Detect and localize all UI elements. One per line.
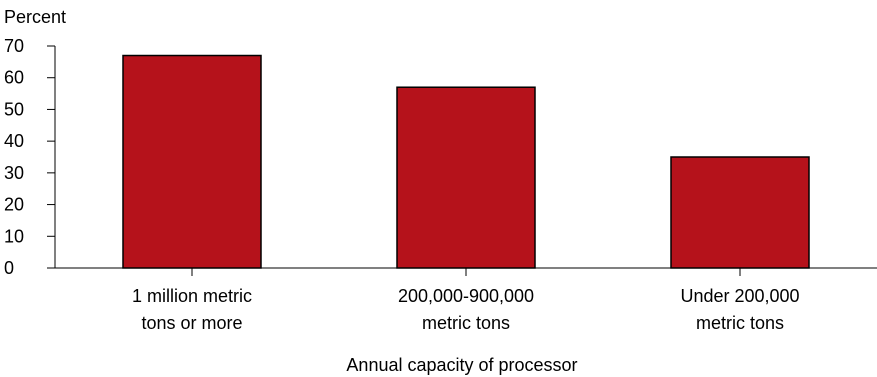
bar bbox=[670, 156, 810, 269]
x-axis: 1 million metric tons or more 200,000-900,… bbox=[132, 268, 800, 333]
bar bbox=[396, 86, 536, 269]
x-tick-label: 200,000-900,000 bbox=[398, 286, 534, 306]
y-tick-label: 30 bbox=[4, 163, 24, 183]
x-tick-label: tons or more bbox=[141, 313, 242, 333]
y-tick-label: 70 bbox=[4, 36, 24, 56]
y-tick-label: 0 bbox=[4, 258, 14, 278]
y-tick-label: 10 bbox=[4, 226, 24, 246]
x-tick-label: metric tons bbox=[422, 313, 510, 333]
y-tick-label: 20 bbox=[4, 195, 24, 215]
y-tick-label: 60 bbox=[4, 68, 24, 88]
bars bbox=[122, 54, 810, 269]
y-tick-label: 50 bbox=[4, 99, 24, 119]
y-axis-label: Percent bbox=[4, 7, 66, 27]
bar bbox=[122, 54, 262, 269]
y-axis: 0 10 20 30 40 50 60 70 bbox=[4, 36, 55, 278]
x-tick-label: Under 200,000 bbox=[680, 286, 799, 306]
x-axis-label: Annual capacity of processor bbox=[346, 355, 577, 375]
x-tick-label: metric tons bbox=[696, 313, 784, 333]
y-tick-label: 40 bbox=[4, 131, 24, 151]
x-tick-label: 1 million metric bbox=[132, 286, 252, 306]
